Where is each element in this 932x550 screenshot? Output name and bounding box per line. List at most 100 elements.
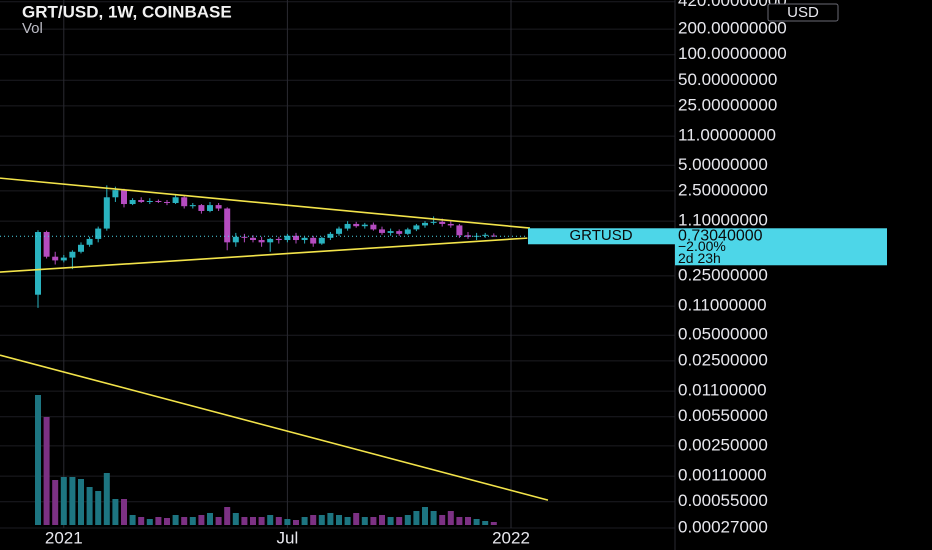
- candle-body: [404, 229, 411, 234]
- candle-body: [439, 221, 446, 224]
- volume-bar: [482, 521, 489, 525]
- volume-bar: [370, 517, 377, 525]
- candle-body: [189, 205, 196, 207]
- y-tick-label: 0.25000000: [678, 265, 768, 284]
- candle-body: [267, 238, 274, 243]
- volume-bar: [224, 507, 231, 525]
- candle-body: [224, 208, 231, 243]
- candle-body: [344, 223, 351, 229]
- y-tick-label: 11.00000000: [678, 126, 776, 145]
- candle-body: [275, 238, 282, 241]
- volume-bar: [396, 517, 403, 525]
- trendline: [0, 237, 528, 273]
- trendline: [0, 177, 530, 229]
- volume-bar: [361, 517, 368, 525]
- candle-body: [52, 256, 59, 261]
- candle-body: [258, 240, 265, 243]
- candle-body: [301, 237, 308, 241]
- price-change: −2.00%: [678, 238, 726, 254]
- volume-bar: [473, 519, 480, 525]
- volume-bar: [284, 519, 291, 525]
- volume-bar: [447, 511, 454, 525]
- candle-body: [232, 236, 239, 243]
- volume-bar: [215, 517, 222, 525]
- volume-bar: [103, 473, 110, 525]
- volume-bar: [112, 499, 119, 525]
- volume-bar: [404, 515, 411, 525]
- volume-bar: [86, 487, 93, 525]
- volume-bar: [52, 480, 59, 525]
- volume-bar: [387, 517, 394, 525]
- y-tick-label: 5.00000000: [678, 155, 768, 174]
- candle-body: [327, 233, 334, 238]
- candle-body: [172, 197, 179, 203]
- volume-bar: [95, 491, 102, 525]
- candle-body: [181, 197, 188, 207]
- volume-bar: [60, 477, 67, 525]
- volume-bar: [207, 513, 213, 525]
- candle-body: [112, 190, 119, 198]
- candle-body: [353, 223, 360, 227]
- candle-body: [250, 237, 256, 241]
- x-tick-label: Jul: [277, 528, 299, 547]
- volume-bar: [241, 517, 248, 525]
- y-tick-label: 1.10000000: [678, 211, 768, 230]
- y-tick-label: 0.00027000: [678, 517, 768, 536]
- candle-body: [241, 236, 248, 238]
- candle-body: [490, 235, 497, 237]
- candle-body: [293, 235, 299, 241]
- volume-bar: [43, 417, 50, 525]
- price-box: [675, 228, 887, 266]
- price-axis: 420.00000000 200.00000000 100.00000000 50.0…: [45, 0, 887, 547]
- volume-label: Vol: [22, 20, 43, 37]
- candle-body: [215, 205, 222, 209]
- y-tick-label: 0.05000000: [678, 325, 768, 344]
- volume-bar: [198, 515, 205, 525]
- volume-bar: [490, 522, 497, 525]
- volume-bar: [35, 395, 41, 525]
- volume-bar: [69, 477, 76, 525]
- volume-bar: [336, 515, 342, 525]
- currency-box: [767, 3, 839, 22]
- x-tick-label: 2022: [492, 528, 530, 547]
- volume-bar: [172, 515, 179, 525]
- candle-body: [430, 221, 437, 223]
- candle-body: [121, 190, 127, 205]
- volume-bar: [232, 513, 239, 525]
- candle-body: [387, 231, 394, 233]
- candle-body: [379, 229, 385, 233]
- volume-bar: [164, 518, 170, 525]
- candle-body: [284, 235, 291, 241]
- candle-body: [207, 205, 213, 211]
- volume-bar: [439, 515, 446, 525]
- candle-body: [361, 224, 368, 227]
- candle-body: [370, 224, 377, 230]
- candle-body: [35, 232, 41, 295]
- candle-body: [413, 225, 420, 230]
- candle-body: [78, 244, 84, 252]
- y-tick-label: 200.00000000: [678, 19, 787, 38]
- volume-bar: [155, 517, 162, 525]
- volume-bar: [129, 515, 136, 525]
- volume-bar: [189, 517, 196, 525]
- volume-bar: [293, 520, 299, 525]
- volume-bar: [344, 517, 351, 525]
- candle-body: [456, 225, 463, 236]
- volume-bar: [121, 499, 127, 525]
- y-tick-label: 0.00055000: [678, 491, 768, 510]
- candle-body: [146, 200, 153, 202]
- y-tick-label: 50.00000000: [678, 70, 777, 89]
- y-tick-label: 0.00550000: [678, 406, 768, 425]
- symbol-box: [528, 228, 675, 245]
- volume-bar: [465, 517, 471, 525]
- candle-body: [60, 257, 67, 261]
- candle-body: [310, 237, 317, 244]
- candle-body: [422, 222, 428, 226]
- volume-bar: [267, 515, 274, 525]
- countdown: 2d 23h: [678, 250, 721, 266]
- symbol: GRTUSD: [569, 227, 632, 244]
- volume-bar: [310, 515, 317, 525]
